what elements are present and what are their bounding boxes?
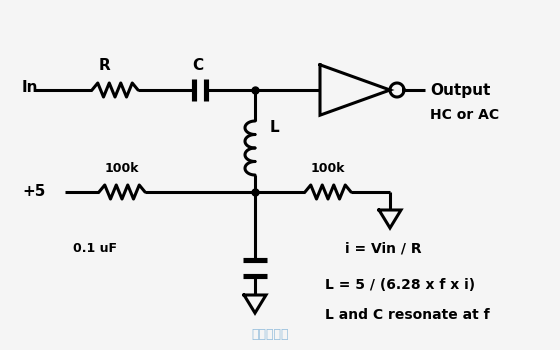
Text: 单片机电子: 单片机电子: [251, 329, 289, 342]
Text: +5: +5: [22, 184, 45, 200]
Text: HC or AC: HC or AC: [430, 108, 499, 122]
Text: In: In: [22, 80, 39, 96]
Text: i = Vin / R: i = Vin / R: [345, 241, 422, 255]
Text: 0.1 uF: 0.1 uF: [73, 241, 117, 254]
Text: C: C: [193, 57, 204, 72]
Text: R: R: [99, 57, 111, 72]
Text: Output: Output: [430, 83, 491, 98]
Text: L = 5 / (6.28 x f x i): L = 5 / (6.28 x f x i): [325, 278, 475, 292]
Text: L and C resonate at f: L and C resonate at f: [325, 308, 489, 322]
Text: L: L: [270, 120, 279, 135]
Text: 100k: 100k: [311, 161, 346, 175]
Text: 100k: 100k: [105, 161, 139, 175]
